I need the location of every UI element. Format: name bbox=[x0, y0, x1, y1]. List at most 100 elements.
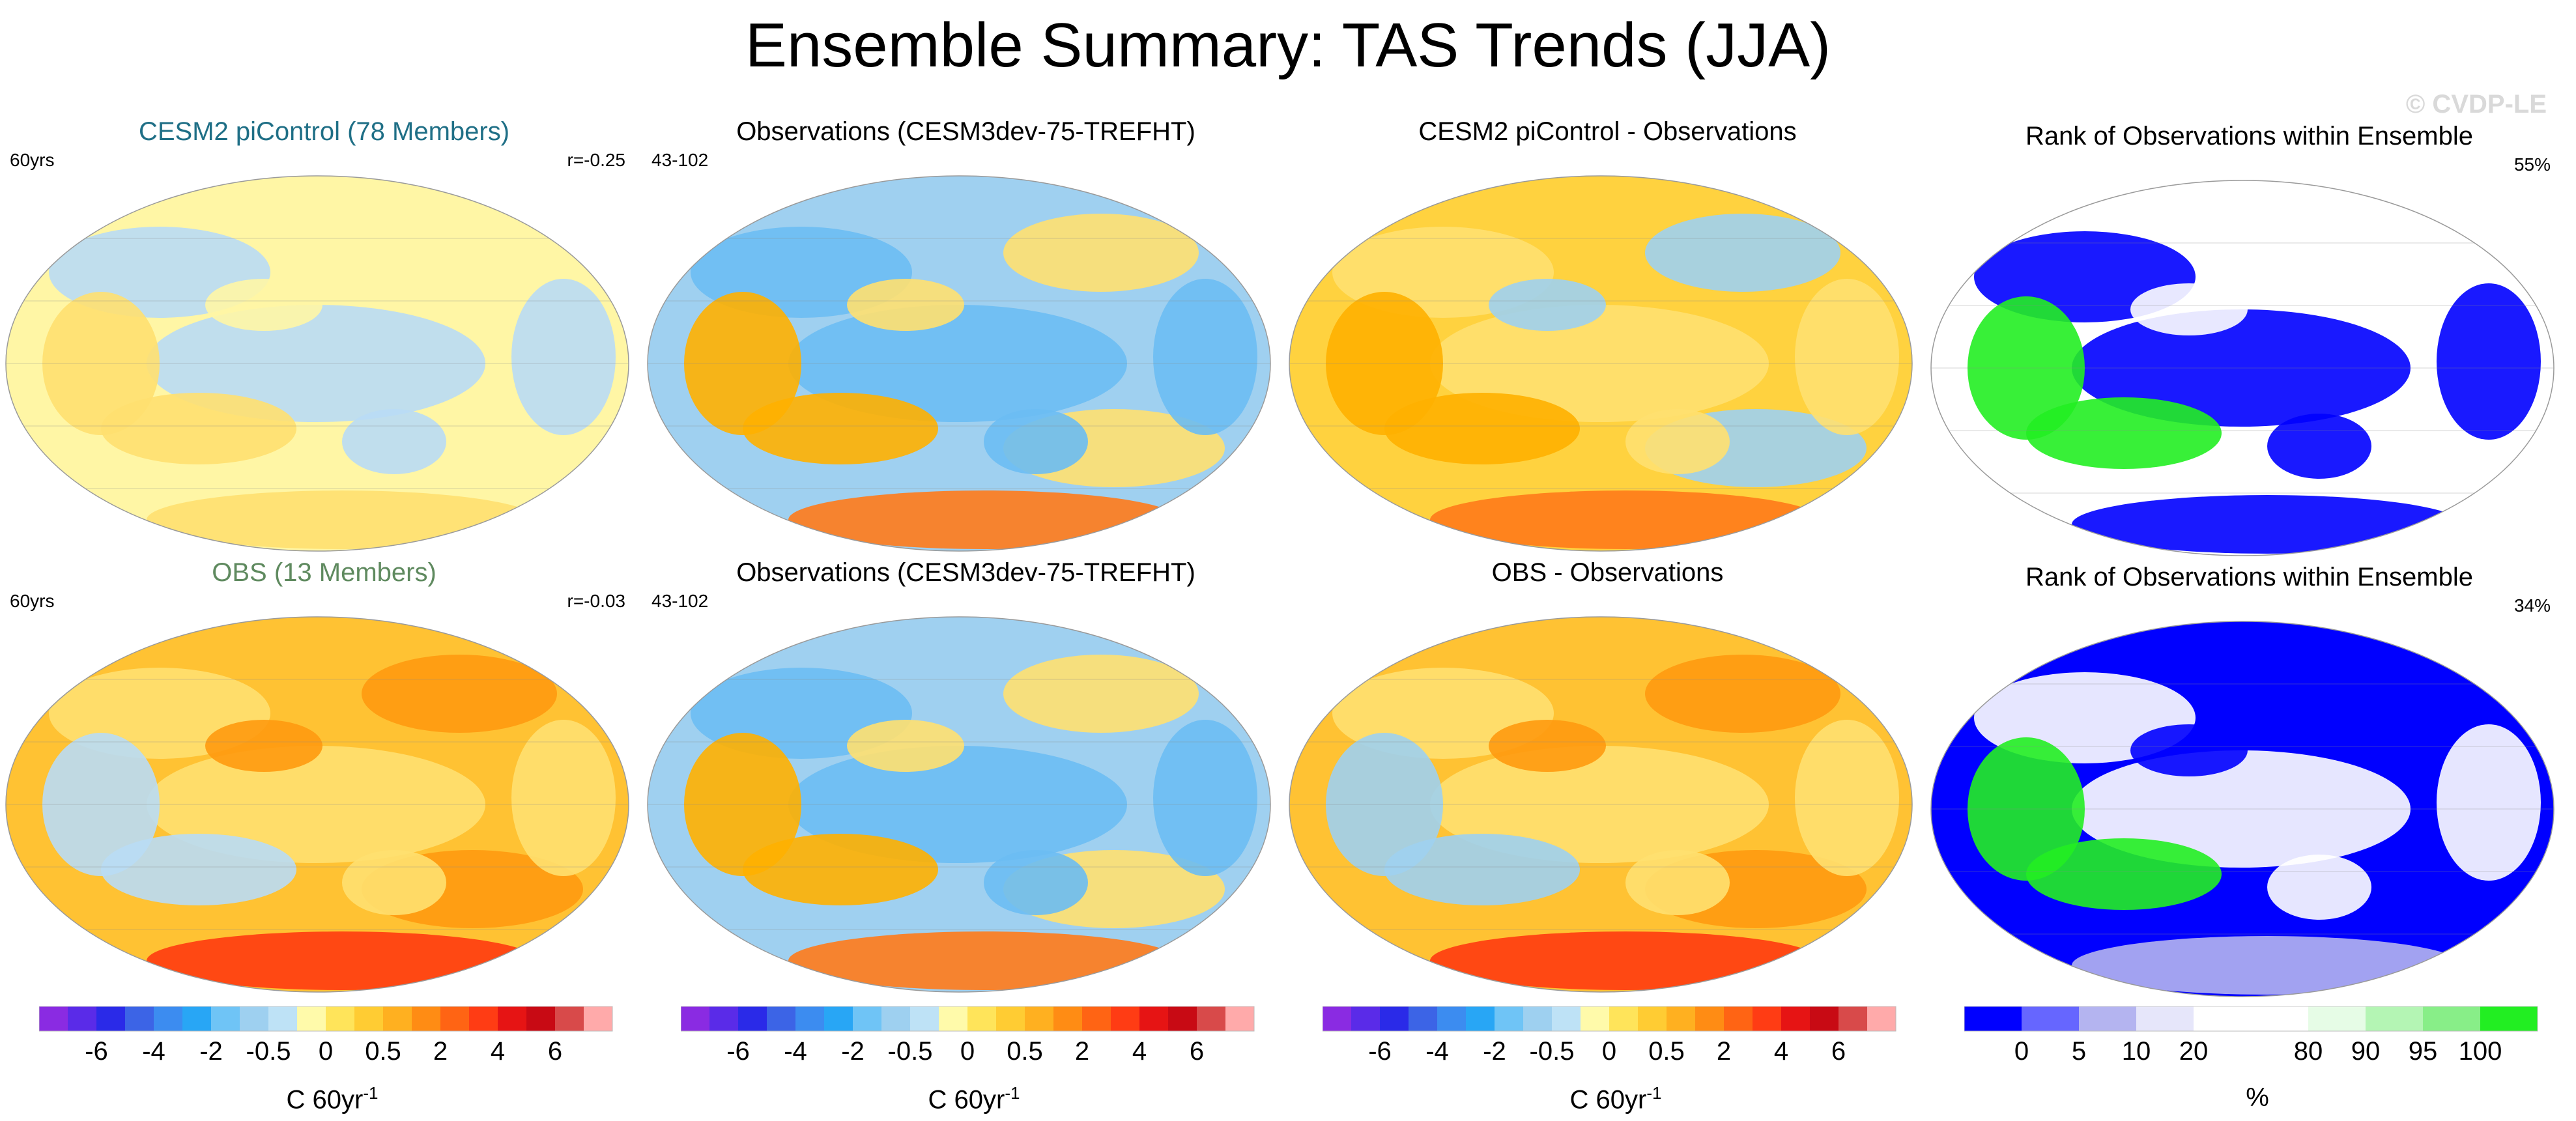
colorbar-swatch bbox=[1409, 1006, 1438, 1031]
panel-cesm2-minus-obs: CESM2 piControl - Observations bbox=[1287, 116, 1928, 552]
map-anomaly-patch bbox=[984, 409, 1088, 474]
colorbar-tick-label: 4 bbox=[1132, 1037, 1147, 1066]
colorbar-swatch bbox=[354, 1006, 384, 1031]
colorbar-swatches: -6 -4 -2 -0.5 0 0.5 2 4 6 bbox=[680, 1006, 1255, 1066]
map-anomaly-patch bbox=[743, 834, 938, 905]
colorbar-swatch bbox=[1523, 1006, 1553, 1031]
colorbar-tick-label: 95 bbox=[2409, 1037, 2438, 1066]
map-obs-minus-obs bbox=[1289, 616, 1913, 993]
map-anomaly-patch bbox=[101, 393, 296, 464]
map-anomaly-patch bbox=[1645, 655, 1840, 733]
map-field bbox=[1289, 617, 1912, 992]
colorbar-trend-2: -6 -4 -2 -0.5 0 0.5 2 4 6 C 60yr-1 bbox=[680, 1006, 1267, 1121]
colorbar-tick-label: -4 bbox=[1425, 1037, 1449, 1066]
colorbar-swatch bbox=[1667, 1006, 1696, 1031]
colorbar-swatch bbox=[1695, 1006, 1724, 1031]
map-anomaly-patch bbox=[847, 279, 964, 331]
panel-left-label: 60yrs bbox=[10, 150, 55, 170]
colorbar-tick-label: 0.5 bbox=[1007, 1037, 1043, 1066]
panel-left-label: 60yrs bbox=[10, 591, 55, 611]
colorbar-swatch bbox=[440, 1006, 470, 1031]
panel-observations-2: Observations (CESM3dev-75-TREFHT) 43-102 bbox=[645, 557, 1287, 993]
colorbar-tick-label: -2 bbox=[841, 1037, 865, 1066]
panel-right-label: r=-0.25 bbox=[567, 150, 626, 170]
colorbar-swatch bbox=[297, 1006, 326, 1031]
map-anomaly-patch bbox=[2072, 495, 2463, 554]
map-anomaly-patch bbox=[205, 720, 322, 772]
colorbar-tick-label: 20 bbox=[2179, 1037, 2209, 1066]
map-anomaly-patch bbox=[1489, 720, 1606, 772]
colorbar-tick-label: 6 bbox=[1831, 1037, 1846, 1066]
colorbar-tick-label: -2 bbox=[1483, 1037, 1506, 1066]
colorbar-tick-label: 2 bbox=[1075, 1037, 1089, 1066]
map-outline bbox=[1289, 616, 1913, 993]
map-anomaly-patch bbox=[1003, 214, 1199, 292]
map-anomaly-patch bbox=[684, 733, 801, 876]
panel-title: Observations (CESM3dev-75-TREFHT) bbox=[736, 117, 1195, 146]
colorbar-swatch bbox=[1225, 1006, 1255, 1031]
panel-title: Observations (CESM3dev-75-TREFHT) bbox=[736, 558, 1195, 587]
colorbar-swatch bbox=[2079, 1006, 2137, 1031]
map-anomaly-patch bbox=[2026, 838, 2222, 910]
colorbar-swatch bbox=[2136, 1006, 2194, 1031]
colorbar-swatch bbox=[182, 1006, 212, 1031]
colorbar-swatch bbox=[125, 1006, 154, 1031]
map-anomaly-patch bbox=[1968, 737, 2085, 881]
map-anomaly-patch bbox=[2026, 397, 2222, 469]
map-anomaly-patch bbox=[42, 733, 160, 876]
map-anomaly-patch bbox=[147, 746, 485, 863]
colorbar-swatch bbox=[910, 1006, 939, 1031]
colorbar-swatch bbox=[1380, 1006, 1409, 1031]
panel-title: CESM2 piControl (78 Members) bbox=[138, 117, 510, 146]
colorbar-tick-label: -6 bbox=[1368, 1037, 1392, 1066]
map-anomaly-patch bbox=[2130, 724, 2248, 776]
colorbar-swatch bbox=[1638, 1006, 1667, 1031]
map-field bbox=[1931, 621, 2554, 997]
colorbar-tick-label: 80 bbox=[2294, 1037, 2323, 1066]
colorbar-frame bbox=[1322, 1006, 1896, 1032]
colorbar-tick-label: 0.5 bbox=[365, 1037, 401, 1066]
colorbar-swatch bbox=[383, 1006, 412, 1031]
map-anomaly-patch bbox=[2130, 283, 2248, 335]
colorbar-tick-label: -0.5 bbox=[246, 1037, 291, 1066]
colorbar-tick-label: 2 bbox=[433, 1037, 448, 1066]
colorbar-swatch bbox=[853, 1006, 882, 1031]
colorbar-swatch bbox=[1197, 1006, 1226, 1031]
map-anomaly-patch bbox=[984, 850, 1088, 915]
colorbar-tick-label: 100 bbox=[2459, 1037, 2502, 1066]
colorbar-swatch bbox=[2194, 1006, 2252, 1031]
map-observations bbox=[647, 175, 1271, 552]
colorbar-tick-label: 10 bbox=[2122, 1037, 2151, 1066]
colorbar-swatch bbox=[1323, 1006, 1352, 1031]
colorbar-swatch bbox=[1437, 1006, 1467, 1031]
colorbar-swatch bbox=[1466, 1006, 1495, 1031]
map-outline bbox=[1930, 621, 2555, 997]
colorbar-swatch bbox=[1810, 1006, 1839, 1031]
colorbar-swatch bbox=[2423, 1006, 2481, 1031]
colorbar-swatch bbox=[709, 1006, 739, 1031]
map-anomaly-patch bbox=[2437, 724, 2541, 881]
map-anomaly-patch bbox=[147, 931, 537, 990]
map-anomaly-patch bbox=[1384, 393, 1580, 464]
watermark: © CVDP-LE bbox=[2405, 90, 2547, 119]
map-anomaly-patch bbox=[1795, 720, 1899, 876]
map-anomaly-patch bbox=[2072, 936, 2463, 995]
colorbar-swatch bbox=[526, 1006, 556, 1031]
colorbar-swatch bbox=[555, 1006, 584, 1031]
panel-title: CESM2 piControl - Observations bbox=[1418, 117, 1797, 146]
colorbar-swatch bbox=[939, 1006, 968, 1031]
colorbar-tick-label: -0.5 bbox=[1530, 1037, 1575, 1066]
colorbar-tick-label: 0 bbox=[319, 1037, 333, 1066]
map-anomaly-patch bbox=[1625, 409, 1730, 474]
map-anomaly-patch bbox=[684, 292, 801, 435]
colorbar-swatch bbox=[154, 1006, 183, 1031]
map-cesm2-picontrol bbox=[5, 175, 629, 552]
colorbar-swatch bbox=[1351, 1006, 1381, 1031]
map-field bbox=[648, 176, 1270, 551]
colorbar-tick-label: 6 bbox=[1190, 1037, 1204, 1066]
colorbar-swatch bbox=[1724, 1006, 1753, 1031]
map-anomaly-patch bbox=[1326, 733, 1443, 876]
map-anomaly-patch bbox=[788, 931, 1179, 990]
colorbar-swatch bbox=[967, 1006, 997, 1031]
colorbar-swatch bbox=[584, 1006, 613, 1031]
